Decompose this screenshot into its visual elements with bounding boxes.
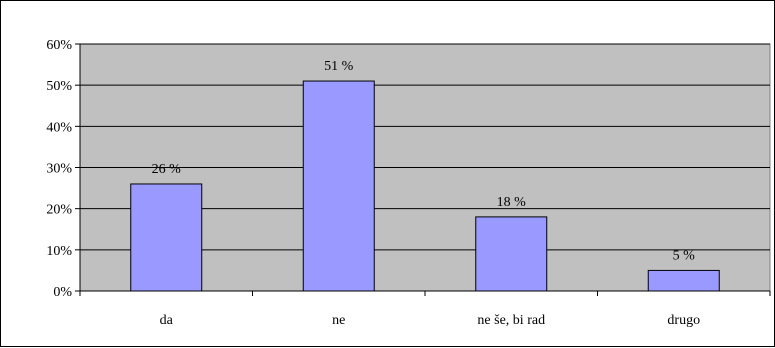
bar-1 [302, 80, 375, 292]
x-tick-label: drugo [667, 313, 700, 328]
x-tick-label: ne še, bi rad [477, 313, 545, 328]
bar-0 [130, 183, 203, 292]
x-tick-label: ne [332, 313, 345, 328]
y-tick-label: 20% [46, 203, 72, 218]
bar-3 [647, 269, 720, 292]
y-tick-label: 10% [46, 244, 72, 259]
data-label: 51 % [324, 59, 354, 74]
data-label: 26 % [152, 162, 182, 177]
y-tick-label: 40% [46, 120, 72, 135]
y-tick-label: 50% [46, 79, 72, 94]
y-tick-label: 0% [53, 285, 72, 300]
y-tick-label: 30% [46, 162, 72, 177]
y-tick-label: 60% [46, 38, 72, 53]
data-label: 5 % [673, 248, 696, 263]
data-label: 18 % [497, 195, 527, 210]
bar-2 [475, 216, 548, 292]
x-tick-label: da [160, 313, 174, 328]
